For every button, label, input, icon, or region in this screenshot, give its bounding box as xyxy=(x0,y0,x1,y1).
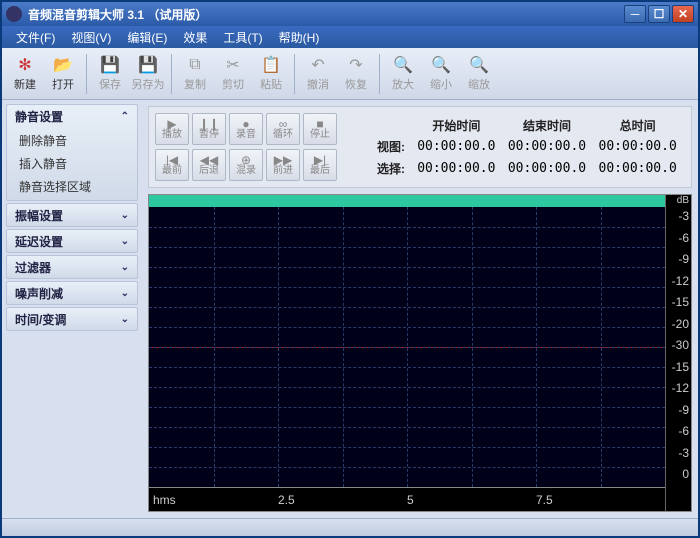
zoomin-button[interactable]: 🔍放大 xyxy=(384,51,422,97)
zoomsel-button[interactable]: 🔍缩放 xyxy=(460,51,498,97)
chevron-down-icon: ⌄ xyxy=(121,314,129,325)
maximize-button[interactable]: ☐ xyxy=(648,5,670,23)
cut-button[interactable]: ✂剪切 xyxy=(214,51,252,97)
sel-end-time: 00:00:00.0 xyxy=(508,161,587,176)
new-icon: ✻ xyxy=(15,55,35,75)
db-tick: -15 xyxy=(672,295,689,309)
copy-icon: ⧉ xyxy=(185,55,205,75)
back-button[interactable]: ◀◀后退 xyxy=(192,149,226,181)
chevron-down-icon: ⌄ xyxy=(121,210,129,221)
db-tick: -6 xyxy=(678,424,689,438)
transport-row: ▶播放 ❙❙暂停 ●录音 ∞循环 ■停止 |◀最前 ◀◀后退 ⊕混录 ▶▶前进 … xyxy=(148,106,692,188)
close-button[interactable]: ✕ xyxy=(672,5,694,23)
panel-filter-header[interactable]: 过滤器⌄ xyxy=(7,256,137,278)
view-end-time: 00:00:00.0 xyxy=(508,139,587,154)
db-tick: -20 xyxy=(672,317,689,331)
paste-button[interactable]: 📋粘贴 xyxy=(252,51,290,97)
menu-effect[interactable]: 效果 xyxy=(175,27,215,48)
menu-tools[interactable]: 工具(T) xyxy=(215,27,270,48)
db-tick: -12 xyxy=(672,274,689,288)
chevron-up-icon: ⌃ xyxy=(121,111,129,122)
time-info: 开始时间 结束时间 总时间 视图: 00:00:00.0 00:00:00.0 … xyxy=(347,113,685,181)
play-button[interactable]: ▶播放 xyxy=(155,113,189,145)
time-label-view: 视图: xyxy=(355,138,405,155)
panel-delay-header[interactable]: 延迟设置⌄ xyxy=(7,230,137,252)
menu-help[interactable]: 帮助(H) xyxy=(271,27,328,48)
view-total-time: 00:00:00.0 xyxy=(598,139,677,154)
panel-item[interactable]: 删除静音 xyxy=(7,129,137,152)
db-tick: -9 xyxy=(678,403,689,417)
menu-file[interactable]: 文件(F) xyxy=(8,27,63,48)
chevron-down-icon: ⌄ xyxy=(121,262,129,273)
first-button[interactable]: |◀最前 xyxy=(155,149,189,181)
save-button[interactable]: 💾保存 xyxy=(91,51,129,97)
time-header-end: 结束时间 xyxy=(508,117,587,134)
title-bar: 音频混音剪辑大师 3.1 （试用版） ─ ☐ ✕ xyxy=(2,2,698,26)
redo-button[interactable]: ↷恢复 xyxy=(337,51,375,97)
last-button[interactable]: ▶|最后 xyxy=(303,149,337,181)
zoomsel-icon: 🔍 xyxy=(469,55,489,75)
redo-icon: ↷ xyxy=(346,55,366,75)
record-button[interactable]: ●录音 xyxy=(229,113,263,145)
sel-total-time: 00:00:00.0 xyxy=(598,161,677,176)
db-tick: 0 xyxy=(682,467,689,481)
undo-icon: ↶ xyxy=(308,55,328,75)
mix-button[interactable]: ⊕混录 xyxy=(229,149,263,181)
zoomout-icon: 🔍 xyxy=(431,55,451,75)
panel-silence-header[interactable]: 静音设置⌃ xyxy=(7,105,137,127)
db-tick: -3 xyxy=(678,446,689,460)
time-axis: hms 2.5 5 7.5 xyxy=(149,487,665,511)
window-title: 音频混音剪辑大师 3.1 （试用版） xyxy=(28,6,624,23)
sidebar: 静音设置⌃ 删除静音 插入静音 静音选择区域 振幅设置⌄ 延迟设置⌄ 过滤器⌄ … xyxy=(2,100,142,518)
loop-button[interactable]: ∞循环 xyxy=(266,113,300,145)
panel-amplitude-header[interactable]: 振幅设置⌄ xyxy=(7,204,137,226)
panel-silence: 静音设置⌃ 删除静音 插入静音 静音选择区域 xyxy=(6,104,138,201)
new-button[interactable]: ✻新建 xyxy=(6,51,44,97)
time-header-start: 开始时间 xyxy=(417,117,496,134)
waveform-top-bar xyxy=(149,195,665,207)
saveas-icon: 💾 xyxy=(138,55,158,75)
time-label-sel: 选择: xyxy=(355,160,405,177)
stop-button[interactable]: ■停止 xyxy=(303,113,337,145)
db-tick: -9 xyxy=(678,252,689,266)
chevron-down-icon: ⌄ xyxy=(121,288,129,299)
undo-button[interactable]: ↶撤消 xyxy=(299,51,337,97)
paste-icon: 📋 xyxy=(261,55,281,75)
open-button[interactable]: 📂打开 xyxy=(44,51,82,97)
db-tick: -30 xyxy=(672,338,689,352)
saveas-button[interactable]: 💾另存为 xyxy=(129,51,167,97)
waveform-display[interactable]: hms 2.5 5 7.5 dB -3-6-9-12-15-20-30-15-1… xyxy=(148,194,692,512)
cut-icon: ✂ xyxy=(223,55,243,75)
time-header-total: 总时间 xyxy=(598,117,677,134)
fwd-button[interactable]: ▶▶前进 xyxy=(266,149,300,181)
db-tick: -12 xyxy=(672,381,689,395)
app-icon xyxy=(6,6,22,22)
copy-button[interactable]: ⧉复制 xyxy=(176,51,214,97)
db-axis: dB -3-6-9-12-15-20-30-15-12-9-6-30 xyxy=(665,195,691,511)
zoomout-button[interactable]: 🔍缩小 xyxy=(422,51,460,97)
db-tick: -15 xyxy=(672,360,689,374)
menu-bar: 文件(F) 视图(V) 编辑(E) 效果 工具(T) 帮助(H) xyxy=(2,26,698,48)
panel-item[interactable]: 插入静音 xyxy=(7,152,137,175)
save-icon: 💾 xyxy=(100,55,120,75)
pause-button[interactable]: ❙❙暂停 xyxy=(192,113,226,145)
chevron-down-icon: ⌄ xyxy=(121,236,129,247)
panel-item[interactable]: 静音选择区域 xyxy=(7,175,137,198)
menu-edit[interactable]: 编辑(E) xyxy=(119,27,175,48)
sel-start-time: 00:00:00.0 xyxy=(417,161,496,176)
open-icon: 📂 xyxy=(53,55,73,75)
db-tick: -3 xyxy=(678,209,689,223)
panel-time-header[interactable]: 时间/变调⌄ xyxy=(7,308,137,330)
status-bar xyxy=(2,518,698,536)
minimize-button[interactable]: ─ xyxy=(624,5,646,23)
panel-noise-header[interactable]: 噪声削减⌄ xyxy=(7,282,137,304)
menu-view[interactable]: 视图(V) xyxy=(63,27,119,48)
view-start-time: 00:00:00.0 xyxy=(417,139,496,154)
zoomin-icon: 🔍 xyxy=(393,55,413,75)
db-tick: -6 xyxy=(678,231,689,245)
toolbar: ✻新建 📂打开 💾保存 💾另存为 ⧉复制 ✂剪切 📋粘贴 ↶撤消 ↷恢复 🔍放大… xyxy=(2,48,698,100)
